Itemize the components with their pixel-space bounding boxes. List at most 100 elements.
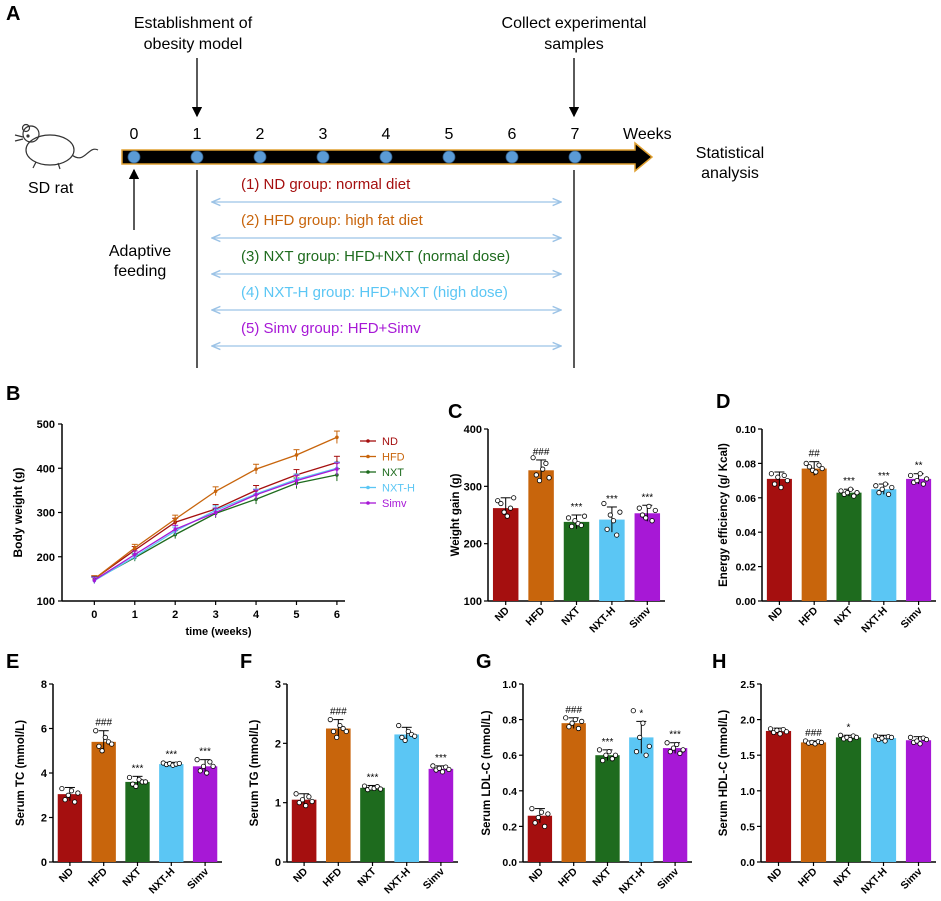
week-tick-2: 2 bbox=[256, 126, 265, 143]
f-data-point bbox=[340, 725, 346, 732]
g-x-tick-label: Simv bbox=[655, 866, 681, 892]
d-data-point bbox=[907, 472, 914, 479]
e-data-point bbox=[72, 799, 78, 805]
c-data-point bbox=[614, 532, 620, 538]
c-data-point bbox=[540, 466, 546, 472]
d-data-point bbox=[781, 472, 787, 479]
c-data-point bbox=[536, 477, 543, 484]
e-bar-Simv bbox=[192, 766, 218, 862]
d-data-point bbox=[784, 477, 791, 484]
g-data-point bbox=[600, 757, 606, 764]
e-bar-NXT bbox=[125, 781, 150, 862]
f-data-point bbox=[402, 737, 408, 743]
d-y-tick-label: 0.02 bbox=[736, 562, 757, 574]
f-data-point bbox=[430, 763, 436, 769]
c-data-point bbox=[604, 526, 610, 532]
g-data-point bbox=[630, 708, 636, 714]
g-data-point bbox=[542, 823, 548, 830]
c-x-tick-label: NXT-H bbox=[587, 605, 618, 636]
h-data-point bbox=[882, 738, 888, 744]
g-data-point bbox=[569, 720, 575, 726]
h-y-tick-label: 1.5 bbox=[740, 750, 755, 762]
g-data-point bbox=[609, 756, 615, 762]
week-tick-labels: 0 1 2 3 4 5 6 7 bbox=[130, 126, 580, 143]
g-significance-NXT-H: * bbox=[639, 708, 643, 719]
panel-c-weight-gain: 100 200 300 400 Weight gain (g) ND ### HFD *** NX… bbox=[450, 424, 665, 635]
b-legend-marker-ND bbox=[366, 439, 370, 443]
d-data-point bbox=[917, 471, 923, 477]
b-legend-label-NXT: NXT bbox=[382, 467, 404, 479]
d-data-point bbox=[914, 477, 920, 484]
f-data-point bbox=[293, 791, 299, 797]
h-x-tick-label: ND bbox=[765, 865, 785, 885]
d-y-tick-label: 0.06 bbox=[736, 493, 757, 505]
panel-letter-e: E bbox=[6, 651, 19, 673]
c-data-point bbox=[495, 498, 501, 504]
week-node-4 bbox=[379, 150, 393, 164]
b-x-tick-label: 4 bbox=[253, 609, 260, 621]
f-significance-Simv: *** bbox=[435, 753, 447, 764]
g-significance-HFD: ### bbox=[565, 705, 582, 716]
g-bar-ND bbox=[527, 815, 553, 862]
panel-letter-d: D bbox=[716, 391, 730, 413]
d-data-point bbox=[806, 464, 813, 470]
h-significance-NXT: * bbox=[847, 722, 851, 733]
e-data-point bbox=[102, 734, 108, 741]
c-bar-HFD bbox=[528, 470, 554, 601]
h-data-point bbox=[774, 727, 780, 733]
b-legend-label-NXT-H: NXT-H bbox=[382, 483, 415, 495]
h-bar-Simv bbox=[905, 740, 932, 862]
g-bar-HFD bbox=[561, 723, 586, 862]
f-y-tick-label: 3 bbox=[275, 679, 281, 691]
b-y-tick-label: 200 bbox=[37, 552, 55, 564]
h-y-tick-label: 2.5 bbox=[740, 679, 755, 691]
e-x-tick-label: NXT-H bbox=[147, 866, 178, 897]
c-bar-ND bbox=[492, 508, 519, 601]
g-x-tick-label: NXT bbox=[590, 865, 614, 889]
f-data-point bbox=[327, 716, 333, 723]
d-bar-Simv bbox=[906, 478, 932, 601]
h-y-tick-label: 1.0 bbox=[740, 786, 755, 798]
h-data-point bbox=[923, 736, 930, 743]
f-data-point bbox=[412, 733, 418, 739]
c-x-tick-label: HFD bbox=[523, 604, 547, 628]
h-data-point bbox=[847, 736, 853, 743]
e-significance-HFD: ### bbox=[95, 718, 112, 729]
b-legend-marker-NXT-H bbox=[366, 485, 370, 490]
d-x-tick-label: NXT-H bbox=[859, 605, 890, 636]
d-y-tick-label: 0.08 bbox=[736, 458, 757, 470]
c-data-point bbox=[530, 455, 536, 461]
h-x-tick-label: NXT bbox=[831, 865, 855, 889]
g-data-point bbox=[680, 747, 686, 753]
g-data-point bbox=[674, 741, 680, 748]
h-bar-ND bbox=[765, 730, 792, 862]
e-x-tick-label: ND bbox=[57, 865, 77, 885]
d-bar-HFD bbox=[801, 468, 827, 601]
g-data-point bbox=[670, 745, 677, 751]
b-x-tick-label: 2 bbox=[172, 609, 178, 621]
d-data-point bbox=[838, 488, 844, 494]
c-data-point bbox=[652, 507, 658, 514]
g-data-point bbox=[572, 716, 578, 723]
c-significance-NXT-H: *** bbox=[606, 494, 618, 505]
d-data-point bbox=[819, 465, 825, 472]
e-data-point bbox=[176, 760, 182, 767]
d-data-point bbox=[879, 486, 885, 492]
c-data-point bbox=[581, 513, 588, 519]
c-y-tick-label: 100 bbox=[464, 596, 482, 608]
g-data-point bbox=[664, 740, 670, 746]
b-series-line-Simv bbox=[93, 468, 338, 581]
note-establishment-line1: Establishment of bbox=[134, 15, 253, 32]
b-y-tick-label: 100 bbox=[37, 596, 55, 608]
h-data-point bbox=[879, 735, 885, 741]
h-data-point bbox=[783, 729, 790, 735]
f-x-tick-label: NXT bbox=[355, 865, 379, 889]
d-data-point bbox=[882, 481, 889, 487]
c-bar-NXT-H bbox=[599, 519, 625, 601]
g-data-point bbox=[545, 811, 551, 817]
panel-b-body-weight: 100 200 300 400 500 0 1 2 3 4 5 6 time (weeks) Body w… bbox=[11, 419, 415, 638]
b-point-Simv bbox=[294, 478, 299, 483]
bottom-note-line1: Adaptive bbox=[109, 243, 171, 260]
d-significance-NXT: *** bbox=[843, 476, 855, 487]
